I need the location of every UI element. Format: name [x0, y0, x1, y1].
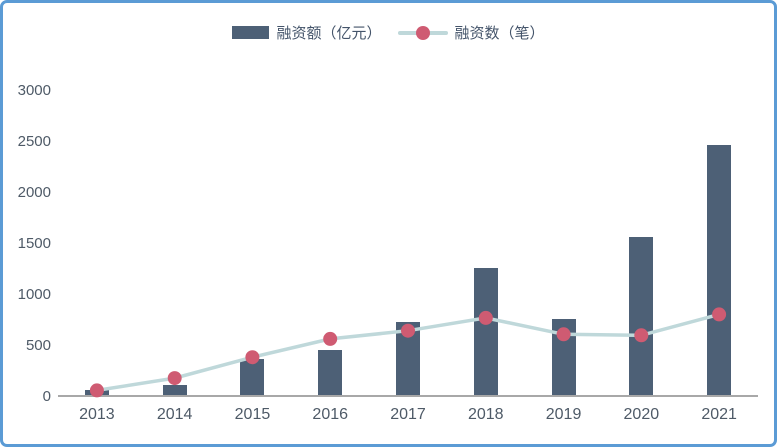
- bar-2014: [162, 384, 187, 395]
- x-tick-label-2019: 2019: [545, 406, 582, 423]
- legend-item-funding-amount: 融资额（亿元）: [232, 22, 382, 43]
- legend: 融资额（亿元） 融资数（笔）: [3, 22, 774, 43]
- plot-area: [58, 91, 758, 398]
- bar-2019: [551, 318, 576, 395]
- bar-2015: [240, 359, 265, 395]
- bar-2013: [84, 389, 109, 395]
- y-tick-label-500: 500: [25, 337, 51, 354]
- x-tick-label-2018: 2018: [467, 406, 504, 423]
- x-tick-label-2020: 2020: [623, 406, 660, 423]
- legend-item-funding-count: 融资数（笔）: [397, 22, 545, 43]
- legend-label-funding-count: 融资数（笔）: [454, 25, 545, 42]
- y-tick-label-1500: 1500: [17, 235, 51, 252]
- bar-2020: [629, 236, 654, 395]
- y-tick-label-2500: 2500: [17, 133, 51, 150]
- y-tick-label-1000: 1000: [17, 286, 51, 303]
- bar-2018: [473, 267, 498, 395]
- y-tick-label-2000: 2000: [17, 184, 51, 201]
- bar-2016: [318, 350, 343, 395]
- funding-count-marker-2016: [323, 331, 338, 346]
- x-tick-label-2016: 2016: [312, 406, 349, 423]
- x-tick-label-2013: 2013: [79, 406, 115, 423]
- bar-2021: [707, 145, 732, 395]
- x-tick-label-2017: 2017: [390, 406, 426, 423]
- y-tick-label-0: 0: [42, 388, 51, 405]
- x-tick-label-2015: 2015: [234, 406, 271, 423]
- bar-series-swatch: [232, 26, 270, 39]
- line-swatch-marker-icon: [415, 25, 430, 40]
- y-tick-label-3000: 3000: [17, 82, 51, 99]
- x-tick-label-2021: 2021: [701, 406, 737, 423]
- line-series-swatch: [397, 25, 448, 40]
- legend-label-funding-amount: 融资额（亿元）: [276, 25, 382, 42]
- x-tick-label-2014: 2014: [156, 406, 193, 423]
- bar-2017: [396, 321, 420, 395]
- funding-count-marker-2014: [167, 371, 182, 386]
